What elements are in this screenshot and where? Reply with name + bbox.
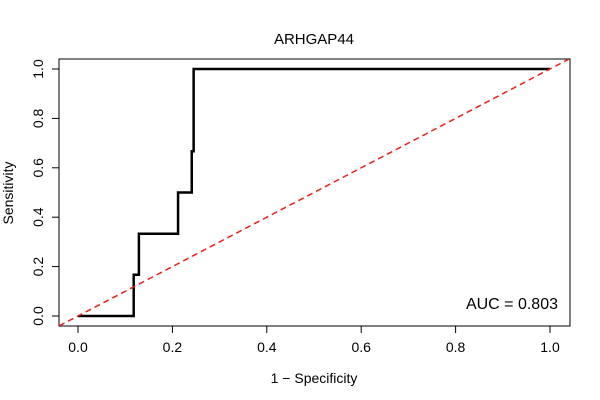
roc-curve-line bbox=[78, 67, 550, 318]
reference-diagonal-line bbox=[59, 59, 570, 326]
y-tick-label: 0.8 bbox=[30, 108, 46, 128]
x-axis: 0.0 0.2 0.4 0.6 0.8 1.0 bbox=[68, 325, 560, 355]
x-tick-label: 0.6 bbox=[351, 339, 371, 355]
x-tick-label: 0.8 bbox=[446, 339, 466, 355]
series-layer bbox=[59, 59, 570, 326]
x-tick-label: 0.4 bbox=[257, 339, 277, 355]
chart-title: ARHGAP44 bbox=[274, 31, 354, 48]
auc-annotation: AUC = 0.803 bbox=[466, 296, 558, 313]
x-axis-label: 1 − Specificity bbox=[271, 370, 358, 386]
y-tick-label: 0.4 bbox=[30, 207, 46, 227]
x-tick-label: 0.0 bbox=[68, 339, 88, 355]
y-tick-label: 0.0 bbox=[30, 306, 46, 326]
y-axis: 0.0 0.2 0.4 0.6 0.8 1.0 bbox=[30, 59, 60, 326]
y-tick-label: 1.0 bbox=[30, 59, 46, 79]
x-tick-label: 1.0 bbox=[540, 339, 560, 355]
plot-frame bbox=[58, 58, 571, 327]
x-tick-label: 0.2 bbox=[163, 339, 183, 355]
y-tick-label: 0.6 bbox=[30, 158, 46, 178]
y-axis-label: Sensitivity bbox=[0, 161, 16, 224]
y-tick-label: 0.2 bbox=[30, 257, 46, 277]
